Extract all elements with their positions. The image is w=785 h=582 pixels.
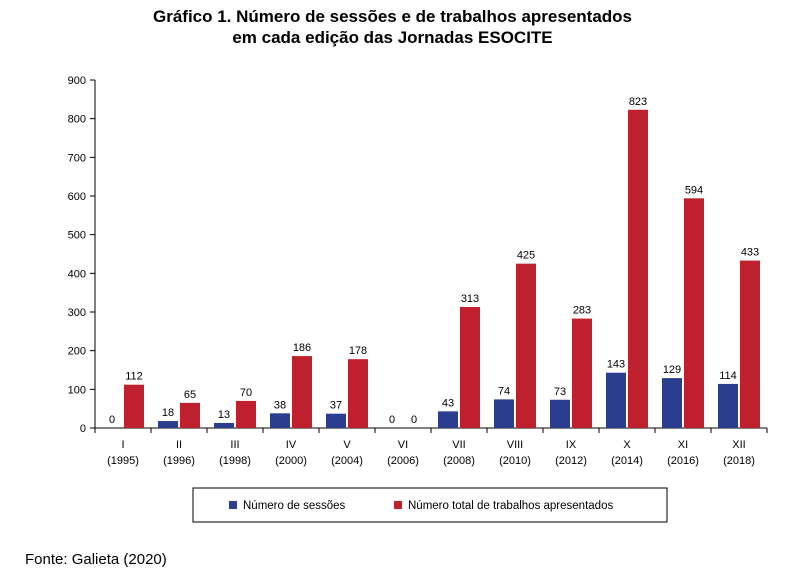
bar-trabalhos xyxy=(348,359,368,428)
legend-label-sessoes: Número de sessões xyxy=(243,500,346,512)
data-label-sessoes: 0 xyxy=(109,414,115,426)
x-tick-label-edition: III xyxy=(230,439,239,451)
x-tick-label-edition: VI xyxy=(398,439,408,451)
bar-sessoes xyxy=(438,411,458,428)
data-label-trabalhos: 178 xyxy=(349,345,367,357)
x-tick-label-edition: XI xyxy=(678,439,688,451)
x-tick-label-year: (2000) xyxy=(275,455,307,467)
y-tick-label: 800 xyxy=(68,114,86,126)
y-tick-label: 200 xyxy=(68,346,86,358)
x-tick-label-edition: VIII xyxy=(507,439,524,451)
chart-title-line-2: em cada edição das Jornadas ESOCITE xyxy=(232,28,553,47)
x-tick-label-edition: IX xyxy=(566,439,577,451)
x-tick-label-year: (2004) xyxy=(331,455,363,467)
y-tick-label: 700 xyxy=(68,152,86,164)
x-tick-label-year: (1996) xyxy=(163,455,195,467)
bar-trabalhos xyxy=(516,263,536,428)
bar-sessoes xyxy=(494,399,514,428)
x-tick-label-year: (2018) xyxy=(723,455,755,467)
bar-trabalhos xyxy=(460,306,480,428)
x-tick-label-year: (2012) xyxy=(555,455,587,467)
bar-sessoes xyxy=(550,399,570,428)
x-tick-label-year: (1995) xyxy=(107,455,139,467)
data-label-sessoes: 129 xyxy=(663,364,681,376)
x-tick-label-year: (2014) xyxy=(611,455,643,467)
source-note: Fonte: Galieta (2020) xyxy=(25,551,167,568)
bar-sessoes xyxy=(270,413,290,428)
data-label-trabalhos: 70 xyxy=(240,387,252,399)
data-label-trabalhos: 313 xyxy=(461,293,479,305)
bar-trabalhos xyxy=(180,402,200,428)
legend-label-trabalhos: Número total de trabalhos apresentados xyxy=(408,500,613,512)
bar-trabalhos xyxy=(684,198,704,428)
bar-sessoes xyxy=(662,378,682,428)
x-tick-label-year: (2006) xyxy=(387,455,419,467)
x-tick-label-edition: VII xyxy=(452,439,465,451)
axes: 0100200300400500600700800900I(1995)II(19… xyxy=(68,75,768,467)
legend: Número de sessões Número total de trabalh… xyxy=(192,487,668,523)
x-tick-label-edition: I xyxy=(121,439,124,451)
bar-sessoes xyxy=(718,383,738,428)
data-label-sessoes: 74 xyxy=(498,385,510,397)
x-tick-label-year: (2010) xyxy=(499,455,531,467)
data-label-sessoes: 37 xyxy=(330,400,342,412)
bar-trabalhos xyxy=(740,260,760,428)
bar-sessoes xyxy=(326,413,346,428)
bar-trabalhos xyxy=(572,318,592,428)
y-tick-label: 300 xyxy=(68,307,86,319)
legend-swatch-sessoes xyxy=(229,501,237,509)
x-tick-label-edition: IV xyxy=(286,439,297,451)
legend-swatch-trabalhos xyxy=(394,501,402,509)
x-tick-label-year: (1998) xyxy=(219,455,251,467)
chart-title-line-1: Gráfico 1. Número de sessões e de trabal… xyxy=(152,7,632,26)
x-tick-label-edition: XII xyxy=(732,439,745,451)
data-label-sessoes: 143 xyxy=(607,359,625,371)
legend-box xyxy=(192,487,668,523)
data-label-trabalhos: 112 xyxy=(125,371,143,383)
data-label-trabalhos: 283 xyxy=(573,305,591,317)
data-label-trabalhos: 186 xyxy=(293,342,311,354)
bar-trabalhos xyxy=(628,109,648,429)
bar-trabalhos xyxy=(236,400,256,428)
chart-title: Gráfico 1. Número de sessões e de trabal… xyxy=(0,6,785,48)
y-tick-label: 900 xyxy=(68,75,86,87)
data-label-sessoes: 38 xyxy=(274,399,286,411)
data-label-trabalhos: 425 xyxy=(517,250,535,262)
data-label-sessoes: 18 xyxy=(162,407,174,419)
y-tick-label: 0 xyxy=(80,423,86,435)
bar-sessoes xyxy=(214,422,234,428)
data-label-trabalhos: 433 xyxy=(741,247,759,259)
data-label-trabalhos: 65 xyxy=(184,389,196,401)
bar-sessoes xyxy=(606,372,626,428)
x-tick-label-edition: V xyxy=(343,439,351,451)
data-label-sessoes: 73 xyxy=(554,386,566,398)
y-tick-label: 100 xyxy=(68,384,86,396)
bars xyxy=(124,109,760,429)
y-tick-label: 400 xyxy=(68,268,86,280)
data-label-trabalhos: 0 xyxy=(411,414,417,426)
bar-trabalhos xyxy=(124,384,144,428)
y-tick-label: 500 xyxy=(68,230,86,242)
data-labels: 0 112 18 65 13 70 38 186 37 178 0 0 43 313 74 425 73 283 1… xyxy=(109,96,759,426)
x-tick-label-year: (2008) xyxy=(443,455,475,467)
x-tick-label-edition: X xyxy=(623,439,631,451)
data-label-trabalhos: 823 xyxy=(629,96,647,108)
x-tick-label-year: (2016) xyxy=(667,455,699,467)
data-label-sessoes: 0 xyxy=(389,414,395,426)
data-label-sessoes: 43 xyxy=(442,397,454,409)
data-label-trabalhos: 594 xyxy=(685,184,703,196)
bar-sessoes xyxy=(158,421,178,428)
bar-trabalhos xyxy=(292,356,312,428)
x-tick-label-edition: II xyxy=(176,439,182,451)
data-label-sessoes: 114 xyxy=(719,370,737,382)
y-tick-label: 600 xyxy=(68,191,86,203)
data-label-sessoes: 13 xyxy=(218,409,230,421)
